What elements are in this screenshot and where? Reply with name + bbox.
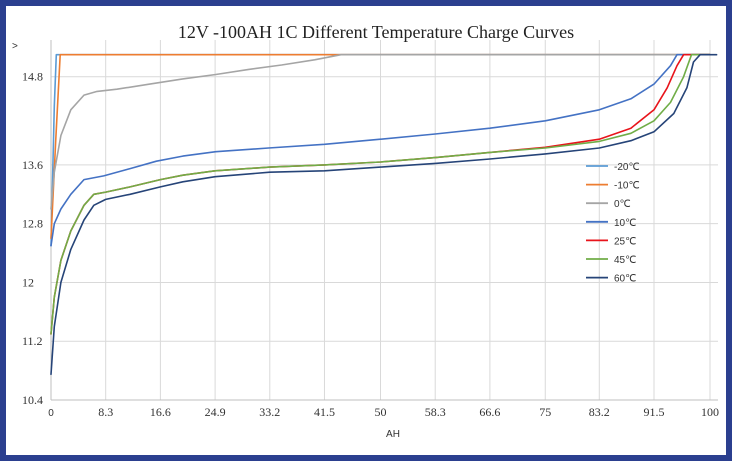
x-tick-label: 0 (48, 408, 54, 419)
y-tick-label: 11.2 (22, 334, 43, 348)
y-tick-label: 14.8 (22, 70, 43, 84)
x-axis-label: AH (386, 429, 400, 440)
x-tick-label: 83.2 (589, 405, 610, 419)
series-line (50, 53, 718, 376)
y-tick-label: 13.6 (22, 158, 43, 172)
tick-labels: 10.4 11.2 12 12.8 13.6 14.8 0 8.3 16.6 24.9 33.2 41… (22, 70, 719, 419)
y-tick-label: 10.4 (22, 393, 43, 407)
series-line (50, 53, 711, 335)
grid (50, 40, 718, 401)
y-tick-label: 12.8 (22, 217, 43, 231)
legend-label: 10℃ (614, 218, 636, 229)
legend-label: 60℃ (614, 274, 636, 285)
y-axis-label: > (12, 41, 18, 52)
series-lines (50, 53, 718, 376)
x-tick-label: 91.5 (643, 405, 664, 419)
x-tick-label: 41.5 (314, 405, 335, 419)
y-tick-label: 12 (22, 275, 34, 289)
legend-label: 45℃ (614, 255, 636, 266)
x-tick-label: 100 (701, 405, 719, 419)
x-tick-label: 58.3 (425, 405, 446, 419)
chart-frame: 12V -100AH 1C Different Temperature Char… (6, 6, 726, 455)
series-line (50, 53, 711, 247)
x-tick-label: 50 (375, 405, 387, 419)
legend-label: -20℃ (614, 162, 640, 173)
x-tick-label: 75 (539, 405, 551, 419)
chart-svg: 12V -100AH 1C Different Temperature Char… (12, 22, 719, 440)
legend-label: 25℃ (614, 236, 636, 247)
legend-label: -10℃ (614, 181, 640, 192)
x-tick-label: 8.3 (98, 405, 113, 419)
chart-title: 12V -100AH 1C Different Temperature Char… (178, 22, 574, 42)
legend: -20℃ -10℃ 0℃ 10℃ 25℃ 45℃ 60℃ (586, 162, 640, 285)
x-tick-label: 33.2 (259, 405, 280, 419)
x-tick-label: 66.6 (479, 405, 500, 419)
x-tick-label: 16.6 (150, 405, 171, 419)
series-line (50, 53, 711, 210)
legend-label: 0℃ (614, 199, 631, 210)
x-tick-label: 24.9 (205, 405, 226, 419)
